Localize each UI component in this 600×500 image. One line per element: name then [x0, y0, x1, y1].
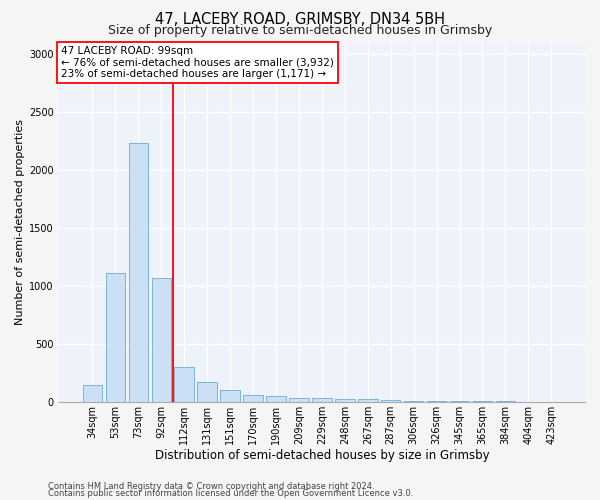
Bar — [450, 401, 469, 402]
Bar — [266, 396, 286, 402]
Bar — [106, 273, 125, 402]
Bar — [335, 399, 355, 402]
Bar — [152, 278, 171, 402]
Text: Size of property relative to semi-detached houses in Grimsby: Size of property relative to semi-detach… — [108, 24, 492, 37]
Bar — [427, 401, 446, 402]
Y-axis label: Number of semi-detached properties: Number of semi-detached properties — [15, 119, 25, 325]
Bar — [358, 400, 377, 402]
X-axis label: Distribution of semi-detached houses by size in Grimsby: Distribution of semi-detached houses by … — [155, 450, 489, 462]
Bar — [244, 395, 263, 402]
Text: Contains public sector information licensed under the Open Government Licence v3: Contains public sector information licen… — [48, 489, 413, 498]
Bar — [404, 400, 424, 402]
Bar — [128, 144, 148, 402]
Text: Contains HM Land Registry data © Crown copyright and database right 2024.: Contains HM Land Registry data © Crown c… — [48, 482, 374, 491]
Text: 47 LACEBY ROAD: 99sqm
← 76% of semi-detached houses are smaller (3,932)
23% of s: 47 LACEBY ROAD: 99sqm ← 76% of semi-deta… — [61, 46, 334, 80]
Bar — [83, 385, 102, 402]
Bar — [175, 367, 194, 402]
Bar — [289, 398, 308, 402]
Bar — [197, 382, 217, 402]
Bar — [381, 400, 400, 402]
Text: 47, LACEBY ROAD, GRIMSBY, DN34 5BH: 47, LACEBY ROAD, GRIMSBY, DN34 5BH — [155, 12, 445, 28]
Bar — [220, 390, 240, 402]
Bar — [312, 398, 332, 402]
